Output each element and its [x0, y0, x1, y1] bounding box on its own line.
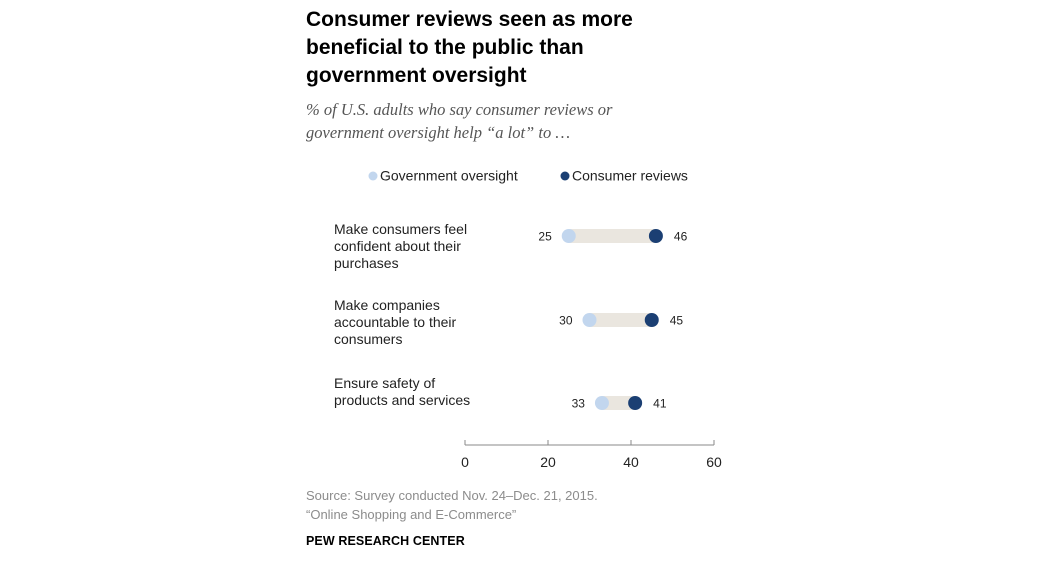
- category-label: purchases: [334, 255, 399, 271]
- chart-title-line: government oversight: [306, 64, 527, 87]
- data-label-consumer: 46: [674, 230, 688, 244]
- category-label: consumers: [334, 331, 402, 347]
- chart-title-line: Consumer reviews seen as more: [306, 8, 633, 31]
- data-label-government: 30: [559, 314, 573, 328]
- dot-government: [582, 313, 597, 327]
- legend-consumer-label: Consumer reviews: [572, 168, 688, 184]
- x-tick-label: 20: [540, 454, 556, 470]
- category-label: Make companies: [334, 297, 440, 313]
- category-label: accountable to their: [334, 314, 457, 330]
- data-label-government: 33: [572, 397, 586, 411]
- dot-government: [561, 229, 576, 243]
- dot-consumer: [644, 313, 659, 327]
- range-bar: [568, 229, 656, 243]
- range-bar: [589, 313, 652, 327]
- data-label-government: 25: [538, 230, 552, 244]
- source-note: Source: Survey conducted Nov. 24–Dec. 21…: [306, 486, 726, 524]
- brand-label: PEW RESEARCH CENTER: [306, 534, 465, 548]
- dot-consumer: [648, 229, 663, 243]
- x-tick-label: 0: [461, 454, 469, 470]
- range-bar: [601, 396, 636, 410]
- data-label-consumer: 45: [670, 314, 684, 328]
- category-label: Make consumers feel: [334, 221, 467, 237]
- legend-consumer-swatch: [560, 171, 570, 181]
- legend-government-swatch: [368, 171, 378, 181]
- source-line: “Online Shopping and E-Commerce”: [306, 507, 517, 522]
- x-tick-label: 60: [706, 454, 722, 470]
- source-line: Source: Survey conducted Nov. 24–Dec. 21…: [306, 488, 598, 503]
- category-label: confident about their: [334, 238, 461, 254]
- dot-government: [594, 396, 609, 410]
- category-label: Ensure safety of: [334, 375, 435, 391]
- chart-title-line: beneficial to the public than: [306, 36, 584, 59]
- dot-consumer: [628, 396, 643, 410]
- chart-subtitle-line: % of U.S. adults who say consumer review…: [306, 100, 613, 119]
- chart-title: Consumer reviews seen as more beneficial…: [306, 6, 706, 90]
- chart-subtitle: % of U.S. adults who say consumer review…: [306, 98, 686, 144]
- x-tick-label: 40: [623, 454, 639, 470]
- data-label-consumer: 41: [653, 397, 667, 411]
- category-label: products and services: [334, 392, 470, 408]
- chart-subtitle-line: government oversight help “a lot” to …: [306, 123, 570, 142]
- legend-government-label: Government oversight: [380, 168, 518, 184]
